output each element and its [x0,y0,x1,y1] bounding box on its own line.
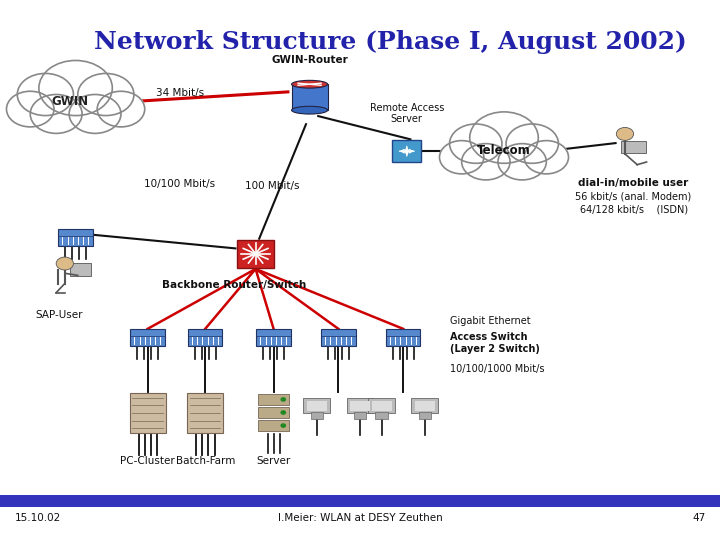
FancyBboxPatch shape [58,230,93,246]
FancyBboxPatch shape [256,329,291,346]
Text: I.Meier: WLAN at DESY Zeuthen: I.Meier: WLAN at DESY Zeuthen [278,514,442,523]
FancyBboxPatch shape [412,398,438,413]
FancyBboxPatch shape [310,412,323,418]
Text: GWIN-Router: GWIN-Router [271,55,348,65]
FancyBboxPatch shape [0,495,720,507]
Text: 15.10.02: 15.10.02 [14,514,60,523]
FancyBboxPatch shape [444,149,564,168]
Text: dial-in/mobile user: dial-in/mobile user [578,178,689,188]
Circle shape [6,91,54,127]
Text: 10/100/1000 Mbit/s: 10/100/1000 Mbit/s [450,364,544,374]
FancyBboxPatch shape [130,393,166,433]
Text: 10/100 Mbit/s: 10/100 Mbit/s [144,179,215,188]
Circle shape [78,73,134,116]
Text: Remote Access
Server: Remote Access Server [369,103,444,124]
FancyBboxPatch shape [354,412,366,418]
Text: SAP-User: SAP-User [35,310,83,321]
FancyBboxPatch shape [392,140,421,162]
Circle shape [30,94,82,133]
FancyBboxPatch shape [347,398,373,413]
FancyBboxPatch shape [258,407,289,418]
Circle shape [469,112,539,163]
Text: 47: 47 [693,514,706,523]
FancyBboxPatch shape [292,84,328,110]
Circle shape [281,411,285,414]
FancyBboxPatch shape [372,402,392,411]
FancyBboxPatch shape [307,402,327,411]
Circle shape [39,60,112,116]
Circle shape [69,94,121,133]
FancyBboxPatch shape [415,402,435,411]
FancyBboxPatch shape [188,329,222,346]
Text: 100 Mbit/s: 100 Mbit/s [245,181,300,191]
Circle shape [462,144,510,180]
FancyBboxPatch shape [11,100,140,120]
FancyBboxPatch shape [418,412,431,418]
FancyBboxPatch shape [187,393,223,433]
Text: PC-Cluster: PC-Cluster [120,456,175,467]
Text: 34 Mbit/s: 34 Mbit/s [156,88,204,98]
Circle shape [616,127,634,140]
Circle shape [439,140,484,174]
FancyBboxPatch shape [258,394,289,405]
Text: Gigabit Ethernet: Gigabit Ethernet [450,316,531,326]
FancyBboxPatch shape [369,398,395,413]
Circle shape [524,140,569,174]
FancyBboxPatch shape [304,398,330,413]
Text: Network Structure (Phase I, August 2002): Network Structure (Phase I, August 2002) [94,30,686,53]
Text: Backbone Router/Switch: Backbone Router/Switch [162,280,306,290]
FancyBboxPatch shape [375,412,388,418]
Text: Telecom: Telecom [477,144,531,157]
Circle shape [506,124,559,163]
Text: GWIN: GWIN [51,95,89,108]
Text: Batch-Farm: Batch-Farm [176,456,235,467]
Ellipse shape [292,106,328,114]
Circle shape [97,91,145,127]
Circle shape [56,257,73,270]
Circle shape [281,424,285,427]
Circle shape [449,124,502,163]
Circle shape [498,144,546,180]
Text: 56 kbit/s (anal. Modem): 56 kbit/s (anal. Modem) [575,192,692,202]
Text: 64/128 kbit/s    (ISDN): 64/128 kbit/s (ISDN) [580,204,688,214]
FancyBboxPatch shape [130,329,165,346]
Ellipse shape [292,80,328,88]
Text: Access Switch
(Layer 2 Switch): Access Switch (Layer 2 Switch) [450,332,540,354]
FancyBboxPatch shape [621,141,646,153]
Circle shape [281,398,285,401]
FancyBboxPatch shape [350,402,370,411]
Circle shape [17,73,73,116]
FancyBboxPatch shape [258,420,289,431]
FancyBboxPatch shape [237,240,274,268]
Text: Server: Server [256,456,291,467]
FancyBboxPatch shape [386,329,420,346]
FancyBboxPatch shape [321,329,356,346]
FancyBboxPatch shape [70,263,91,276]
